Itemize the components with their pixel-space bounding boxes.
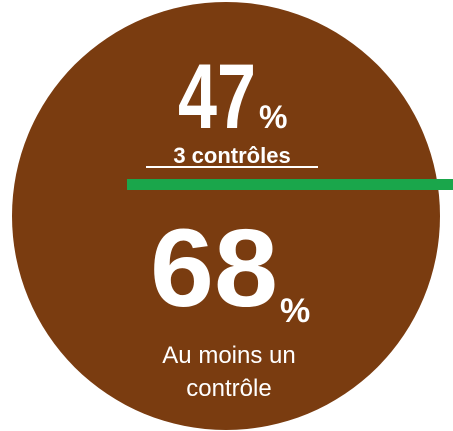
stat-value: 47 <box>178 46 256 148</box>
stat-value: 68 <box>150 207 278 330</box>
stat-label: contrôle <box>186 375 271 402</box>
brown-circle <box>12 2 440 430</box>
stat-unit: % <box>280 292 310 330</box>
stat-unit: % <box>259 99 287 135</box>
stat-label: Au moins un <box>162 342 295 369</box>
underline <box>146 166 318 168</box>
divider <box>127 179 453 190</box>
stat-label: 3 contrôles <box>173 143 290 168</box>
